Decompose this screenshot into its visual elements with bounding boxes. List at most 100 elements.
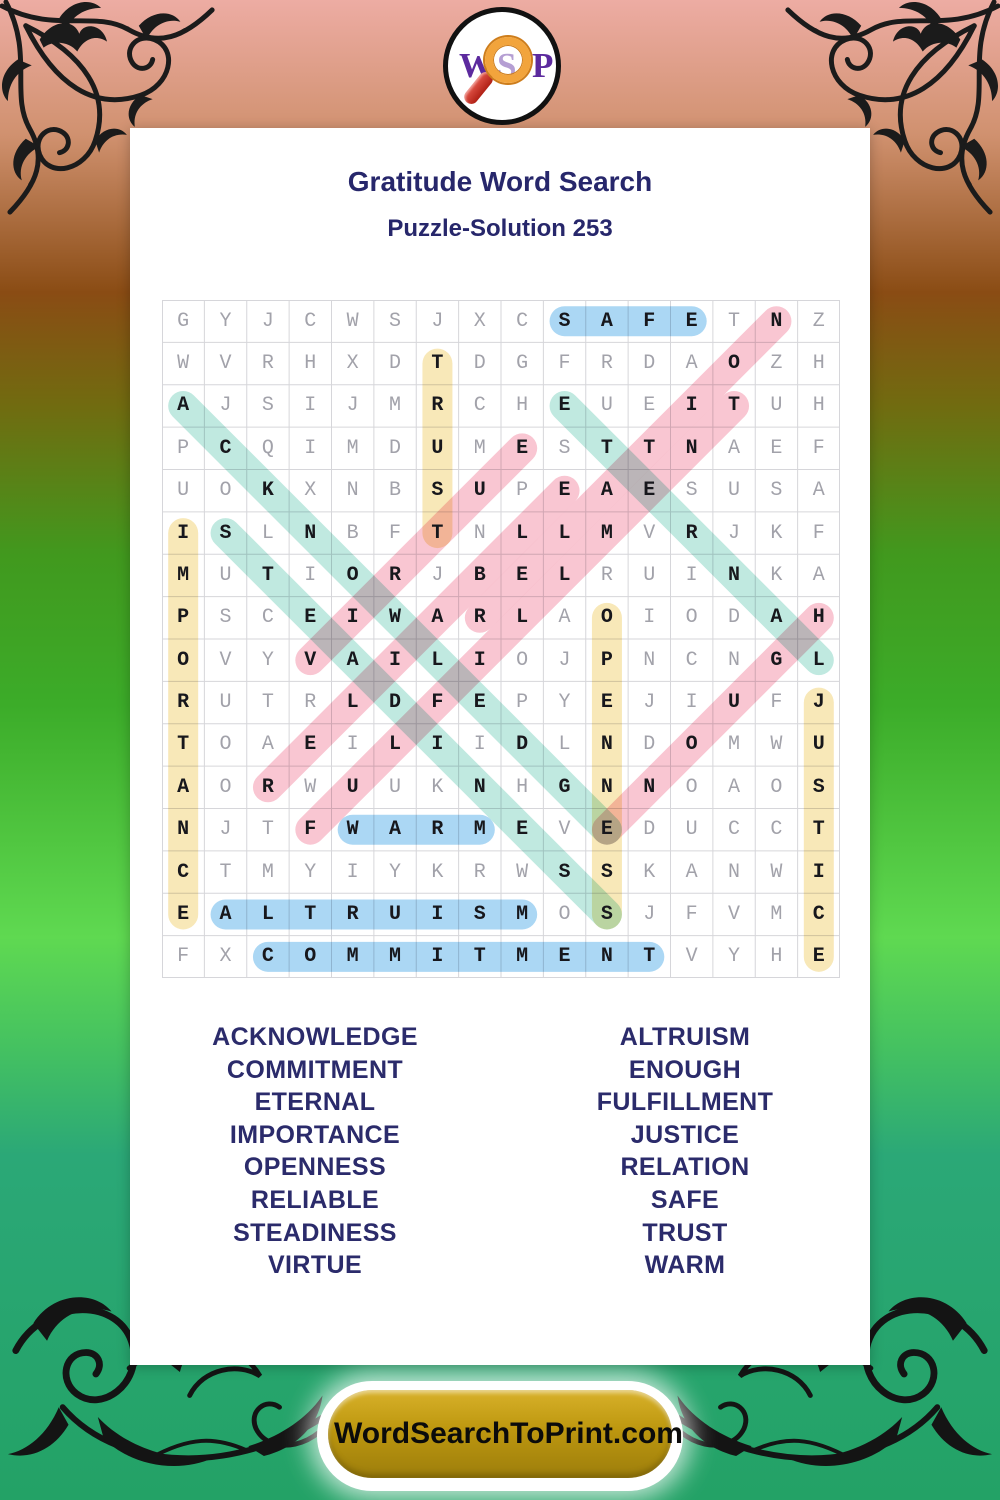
grid-cell: M	[346, 945, 359, 969]
grid-cell: V	[219, 352, 232, 376]
grid-cell: I	[685, 691, 698, 715]
grid-cell: C	[261, 945, 274, 969]
grid-cell: L	[812, 648, 825, 672]
word-list: ACKNOWLEDGE COMMITMENT ETERNAL IMPORTANCE OP…	[130, 1021, 870, 1282]
grid-cell: M	[389, 945, 402, 969]
grid-cell: A	[685, 860, 698, 884]
grid-cell: J	[558, 648, 571, 672]
grid-cell: U	[643, 563, 656, 587]
grid-cell: I	[346, 606, 359, 630]
grid-cell: Y	[219, 309, 232, 333]
word-list-item: RELATION	[620, 1153, 750, 1182]
grid-cell: O	[219, 479, 232, 503]
grid-cell: C	[219, 436, 232, 460]
grid-cell: T	[812, 818, 825, 842]
grid-cell: W	[770, 860, 783, 884]
grid-cell: N	[728, 648, 741, 672]
grid-cell: T	[473, 945, 486, 969]
site-button[interactable]: WordSearchToPrint.com	[328, 1390, 683, 1478]
grid-cell: I	[304, 563, 317, 587]
grid-cell: A	[177, 775, 190, 799]
grid-cell: W	[346, 309, 359, 333]
grid-cell: A	[389, 818, 402, 842]
solution-stripe-acknowledge	[168, 390, 622, 845]
grid-cell: W	[770, 733, 783, 757]
grid-cell: O	[770, 775, 783, 799]
grid-cell: B	[473, 563, 486, 587]
grid-cell: A	[600, 479, 613, 503]
grid-cell: F	[770, 691, 783, 715]
grid-cell: F	[389, 521, 402, 545]
word-list-left-column: ACKNOWLEDGE COMMITMENT ETERNAL IMPORTANCE OP…	[130, 1021, 500, 1282]
grid-cell: R	[261, 352, 274, 376]
grid-cell: E	[600, 691, 613, 715]
grid-cell: W	[304, 775, 317, 799]
grid-cell: A	[812, 563, 825, 587]
grid-cell: A	[728, 436, 741, 460]
grid-cell: K	[643, 860, 656, 884]
grid-cell: C	[812, 902, 825, 926]
grid-cell: D	[473, 352, 486, 376]
grid-cell: C	[473, 394, 486, 418]
grid-cell: S	[770, 479, 783, 503]
puzzle-subtitle: Puzzle-Solution 253	[387, 215, 613, 242]
grid-cell: D	[389, 352, 402, 376]
grid-cell: L	[558, 563, 571, 587]
magnifier-ring-icon	[485, 37, 531, 83]
grid-cell: O	[304, 945, 317, 969]
grid-cell: U	[219, 563, 232, 587]
grid-cell: U	[219, 691, 232, 715]
grid-cell: S	[685, 479, 698, 503]
grid-cell: N	[728, 860, 741, 884]
grid-cell: S	[219, 521, 232, 545]
grid-cell: Z	[812, 309, 825, 333]
grid-cell: V	[643, 521, 656, 545]
grid-cell: V	[219, 648, 232, 672]
grid-cell: W	[516, 860, 529, 884]
grid-cell: O	[177, 648, 190, 672]
grid-cell: A	[600, 309, 613, 333]
grid-cell: O	[219, 775, 232, 799]
grid-cell: A	[431, 606, 444, 630]
grid-cell: Y	[304, 860, 317, 884]
grid-cell: E	[304, 733, 317, 757]
grid-cell: R	[685, 521, 698, 545]
grid-cell: A	[219, 902, 232, 926]
grid-cell: T	[431, 352, 444, 376]
grid-cell: P	[516, 479, 529, 503]
grid-cell: Y	[389, 860, 402, 884]
grid-cell: M	[346, 436, 359, 460]
grid-cell: E	[516, 818, 529, 842]
grid-cell: Y	[558, 691, 571, 715]
grid-cell: T	[261, 691, 274, 715]
grid-cell: I	[431, 733, 444, 757]
grid-cell: M	[261, 860, 274, 884]
grid-cell: A	[728, 775, 741, 799]
grid-cell: I	[812, 860, 825, 884]
grid-cell: H	[812, 606, 825, 630]
word-list-item: ETERNAL	[254, 1088, 376, 1117]
grid-cell: M	[389, 394, 402, 418]
grid-cell: Y	[728, 945, 741, 969]
word-list-item: ALTRUISM	[619, 1023, 751, 1051]
grid-cell: M	[177, 563, 190, 587]
solution-stripe-virtue	[295, 433, 538, 676]
grid-cell: A	[685, 352, 698, 376]
grid-cell: N	[473, 775, 486, 799]
puzzle-card: Gratitude Word Search Puzzle-Solution 25…	[130, 128, 870, 1365]
grid-cell: P	[516, 691, 529, 715]
grid-cell: C	[304, 309, 317, 333]
grid-cell: M	[728, 733, 741, 757]
solution-stripe-enough	[591, 602, 834, 845]
grid-cell: F	[643, 309, 656, 333]
grid-cell: D	[516, 733, 529, 757]
grid-cell: R	[431, 818, 444, 842]
word-list-item: RELIABLE	[250, 1185, 380, 1214]
grid-cell: E	[770, 436, 783, 460]
grid-cell: U	[346, 775, 359, 799]
word-list-item: SAFE	[650, 1185, 720, 1214]
grid-cell: I	[346, 733, 359, 757]
grid-cell: I	[177, 521, 190, 545]
